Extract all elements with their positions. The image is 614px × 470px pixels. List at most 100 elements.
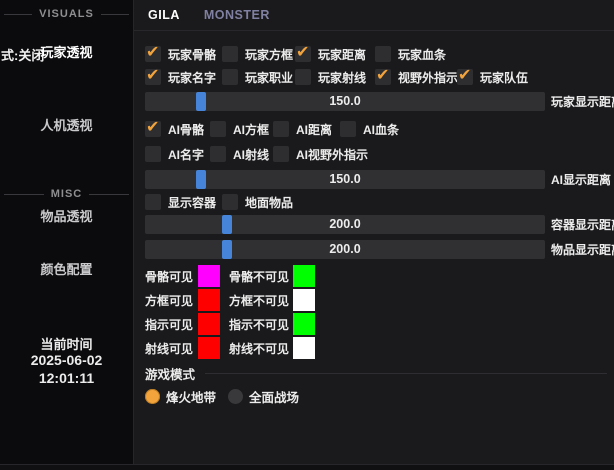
checkbox-box[interactable] [375, 46, 391, 62]
slider-handle[interactable] [196, 170, 207, 189]
checkbox-box[interactable] [145, 65, 161, 85]
checkbox-player-class[interactable]: 玩家职业 [222, 69, 295, 86]
checkbox-box[interactable] [210, 146, 226, 162]
checkbox-ai-ray[interactable]: AI射线 [210, 146, 273, 163]
tab-monster[interactable]: MONSTER [203, 8, 270, 22]
radio-dot[interactable] [228, 388, 244, 404]
checkbox-box[interactable] [222, 69, 238, 85]
checkbox-ai-bones[interactable]: AI骨骼 [145, 117, 210, 138]
tab-gila[interactable]: GILA [148, 8, 180, 22]
section-header-misc-label: MISC [50, 188, 83, 200]
checkbox-box[interactable] [145, 194, 161, 210]
swatch-ray-visible[interactable] [198, 337, 220, 359]
slider-track[interactable]: 150.0 [145, 170, 545, 189]
sidebar-item-color-config[interactable]: 颜色配置 [40, 262, 93, 277]
checkbox-player-name[interactable]: 玩家名字 [145, 65, 222, 86]
sidebar: VISUALS 式:关闭 玩家透视 人机透视 MISC 物品透视 颜色配置 当前… [0, 0, 134, 470]
sidebar-item-ai-esp[interactable]: 人机透视 [40, 118, 93, 133]
divider-line [4, 193, 44, 195]
checkbox-box[interactable] [210, 121, 226, 137]
checkbox-label: 玩家方框 [245, 47, 294, 62]
swatch-box-hidden[interactable] [293, 289, 315, 311]
player-checks-row-2: 玩家名字 玩家职业 玩家射线 视野外指示 玩家队伍 [145, 65, 529, 86]
checkbox-label: 显示容器 [168, 195, 217, 210]
color-label: 指示不可见 [229, 317, 290, 332]
game-mode-title: 游戏模式 [145, 368, 196, 382]
checkbox-label: 玩家血条 [398, 47, 447, 62]
checkbox-player-team[interactable]: 玩家队伍 [457, 65, 529, 86]
sidebar-item-player-esp[interactable]: 玩家透视 [40, 45, 93, 60]
checkbox-player-box[interactable]: 玩家方框 [222, 46, 295, 63]
slider-label: AI显示距离 [551, 173, 612, 187]
checkbox-box[interactable] [375, 65, 391, 85]
checkbox-show-containers[interactable]: 显示容器 [145, 194, 222, 211]
swatch-indicator-hidden[interactable] [293, 313, 315, 335]
checkbox-player-bones[interactable]: 玩家骨骼 [145, 42, 222, 63]
slider-track[interactable]: 200.0 [145, 215, 545, 234]
section-header-visuals: VISUALS [4, 8, 129, 20]
checkbox-box[interactable] [145, 117, 161, 137]
slider-value: 200.0 [329, 242, 361, 256]
checkbox-box[interactable] [340, 121, 356, 137]
checkbox-label: AI射线 [233, 147, 270, 162]
color-label: 方框不可见 [229, 293, 290, 308]
clock-title: 当前时间 [40, 337, 93, 352]
section-header-visuals-label: VISUALS [39, 8, 94, 20]
slider-handle[interactable] [221, 215, 232, 234]
radio-mode-battlefield[interactable]: 全面战场 [228, 387, 299, 406]
checkbox-player-healthbar[interactable]: 玩家血条 [375, 46, 446, 63]
color-row-bones: 骨骼可见 骨骼不可见 [145, 265, 315, 287]
checkbox-box[interactable] [145, 146, 161, 162]
slider-track[interactable]: 200.0 [145, 240, 545, 259]
checkbox-player-distance[interactable]: 玩家距离 [295, 42, 375, 63]
slider-value: 200.0 [329, 217, 361, 231]
slider-handle[interactable] [196, 92, 207, 111]
checkbox-box[interactable] [273, 121, 289, 137]
color-row-ray: 射线可见 射线不可见 [145, 337, 315, 359]
checkbox-box[interactable] [145, 42, 161, 62]
checkbox-label: 玩家名字 [168, 70, 217, 85]
checkbox-player-ray[interactable]: 玩家射线 [295, 69, 375, 86]
checkbox-ai-name[interactable]: AI名字 [145, 146, 210, 163]
clock-date: 2025-06-02 [30, 352, 103, 368]
radio-mode-danger-zone[interactable]: 烽火地带 [145, 387, 216, 406]
checkbox-offscreen-indicator[interactable]: 视野外指示 [375, 65, 459, 86]
checkbox-label: 玩家距离 [318, 47, 367, 62]
divider-line [205, 373, 607, 374]
clock-time: 12:01:11 [38, 370, 95, 386]
checkbox-box[interactable] [295, 69, 311, 85]
checkbox-ai-box[interactable]: AI方框 [210, 121, 273, 138]
swatch-ray-hidden[interactable] [293, 337, 315, 359]
cutoff-status-text: 式:关闭 [1, 48, 45, 63]
checkbox-box[interactable] [295, 42, 311, 62]
bottom-divider [0, 464, 614, 465]
checkbox-box[interactable] [457, 65, 473, 85]
checkbox-box[interactable] [222, 194, 238, 210]
checkbox-ai-distance[interactable]: AI距离 [273, 121, 340, 138]
checkbox-ground-items[interactable]: 地面物品 [222, 194, 293, 211]
checkbox-label: 视野外指示 [398, 70, 459, 85]
radio-dot[interactable] [145, 388, 160, 404]
ai-checks-row-2: AI名字 AI射线 AI视野外指示 [145, 146, 368, 162]
checkbox-label: AI名字 [168, 147, 205, 162]
checkbox-label: AI视野外指示 [296, 147, 369, 162]
color-label: 射线可见 [145, 341, 194, 356]
slider-handle[interactable] [221, 240, 232, 259]
slider-label: 物品显示距离 [551, 243, 614, 257]
swatch-indicator-visible[interactable] [198, 313, 220, 335]
sidebar-item-item-esp[interactable]: 物品透视 [40, 209, 93, 224]
checkbox-ai-offscreen-indicator[interactable]: AI视野外指示 [273, 146, 368, 163]
swatch-bones-hidden[interactable] [293, 265, 315, 287]
checkbox-ai-healthbar[interactable]: AI血条 [340, 121, 399, 138]
slider-track[interactable]: 150.0 [145, 92, 545, 111]
swatch-bones-visible[interactable] [198, 265, 220, 287]
checkbox-label: 地面物品 [245, 195, 294, 210]
checkbox-label: 玩家队伍 [480, 70, 529, 85]
checkbox-label: AI血条 [363, 122, 400, 137]
checkbox-label: AI骨骼 [168, 122, 205, 137]
swatch-box-visible[interactable] [198, 289, 220, 311]
checkbox-box[interactable] [273, 146, 289, 162]
slider-value: 150.0 [329, 94, 361, 108]
game-mode-options: 烽火地带 全面战场 [145, 387, 299, 406]
checkbox-box[interactable] [222, 46, 238, 62]
